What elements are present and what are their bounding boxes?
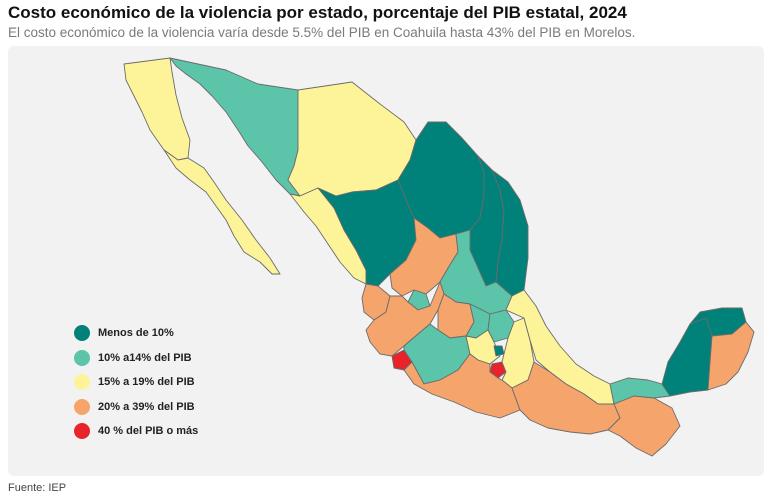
state-chihuahua[interactable] xyxy=(287,81,417,197)
legend-swatch-15-19 xyxy=(74,374,90,391)
legend-swatch-40-mas xyxy=(74,423,90,440)
legend-item: 10% a14% del PIB xyxy=(74,349,198,368)
legend-label: 20% a 39% del PIB xyxy=(98,400,195,413)
chart-title: Costo económico de la violencia por esta… xyxy=(8,3,627,22)
state-guerrero[interactable] xyxy=(403,353,521,419)
source-note: Fuente: IEP xyxy=(8,482,67,494)
state-baja-california[interactable] xyxy=(123,57,191,161)
chart-subtitle: El costo económico de la violencia varía… xyxy=(8,25,636,40)
legend-item: 20% a 39% del PIB xyxy=(74,398,198,417)
state-chiapas[interactable] xyxy=(607,395,681,457)
legend-label: 15% a 19% del PIB xyxy=(98,376,195,389)
state-campeche[interactable] xyxy=(661,317,713,397)
legend-swatch-10-14 xyxy=(74,349,90,366)
legend-item: 15% a 19% del PIB xyxy=(74,373,198,392)
mexico-map xyxy=(123,57,755,457)
legend-label: 10% a14% del PIB xyxy=(98,351,192,364)
state-quintana-roo[interactable] xyxy=(707,321,755,391)
map-legend: Menos de 10% 10% a14% del PIB 15% a 19% … xyxy=(74,324,198,447)
state-baja-california-sur[interactable] xyxy=(163,149,281,275)
legend-swatch-menos-10 xyxy=(74,325,90,342)
map-panel: Menos de 10% 10% a14% del PIB 15% a 19% … xyxy=(8,46,764,476)
state-ciudad-de-mexico[interactable] xyxy=(493,345,505,357)
legend-item: 40 % del PIB o más xyxy=(74,422,198,441)
legend-label: Menos de 10% xyxy=(98,327,174,340)
legend-label: 40 % del PIB o más xyxy=(98,425,199,438)
legend-item: Menos de 10% xyxy=(74,324,198,343)
legend-swatch-20-39 xyxy=(74,398,90,415)
